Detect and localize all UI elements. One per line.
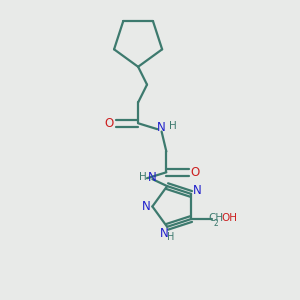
Text: CH: CH [209,213,224,223]
Text: OH: OH [221,213,237,223]
Text: N: N [142,200,150,213]
Text: N: N [148,171,157,184]
Text: H: H [169,121,177,130]
Text: H: H [167,232,174,242]
Text: N: N [157,121,166,134]
Text: H: H [139,172,147,182]
Text: N: N [160,227,169,240]
Text: N: N [193,184,201,197]
Text: 2: 2 [214,219,219,228]
Text: O: O [190,166,200,179]
Text: O: O [105,117,114,130]
